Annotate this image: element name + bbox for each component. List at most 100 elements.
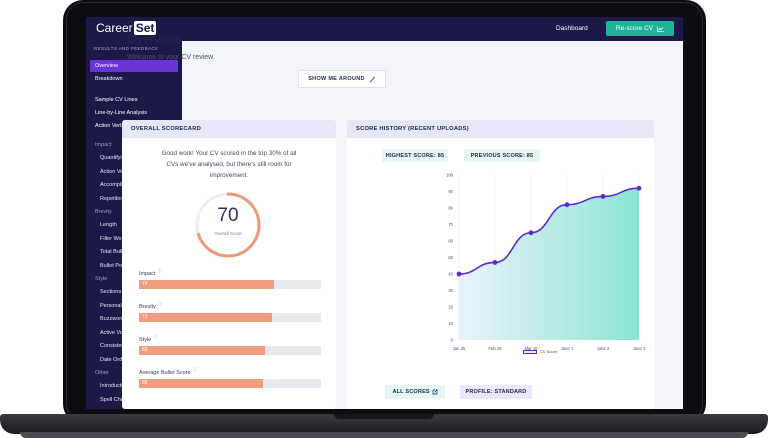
score-bar-track: 73 xyxy=(139,313,321,322)
legend-label: CV Score xyxy=(540,349,558,354)
highest-score-value: 85 xyxy=(437,152,445,159)
y-tick-label: 80 xyxy=(448,206,453,211)
logo-badge: Set xyxy=(133,21,157,35)
score-point xyxy=(564,202,570,208)
app-screen: Career Set Dashboard Re-score CV RESULTS … xyxy=(86,17,683,409)
y-tick-label: 0 xyxy=(451,338,454,343)
sidebar-subitem-label: Accomplishments xyxy=(100,182,143,188)
info-icon[interactable]: ⓘ xyxy=(157,301,163,306)
x-tick-label: Feb 28 xyxy=(488,346,502,351)
score-history-card: SCORE HISTORY (RECENT UPLOADS) HIGHEST S… xyxy=(347,120,654,409)
score-bar-track: 68 xyxy=(139,379,321,388)
score-bar-fill: 73 xyxy=(139,313,272,322)
sidebar-section-other: Other xyxy=(95,370,109,376)
rescore-cv-button[interactable]: Re-score CV xyxy=(606,21,674,36)
score-bar-label: Impactⓘ xyxy=(139,268,163,277)
score-point xyxy=(600,194,606,199)
magic-wand-icon xyxy=(369,76,375,82)
page-title: Overview xyxy=(127,32,181,46)
sidebar-subitem-label: Filler Words xyxy=(100,235,130,242)
sidebar-subitem-label: Active Voice xyxy=(100,329,130,336)
sidebar-section-brevity: Brevity xyxy=(95,209,112,215)
sidebar-link[interactable]: Line-by-Line Analysis xyxy=(95,110,147,116)
score-bar-fill: 69 xyxy=(139,346,265,355)
overall-score-value: 70 xyxy=(217,205,239,226)
external-link-icon xyxy=(432,389,438,395)
info-icon[interactable]: ⓘ xyxy=(157,268,163,273)
sidebar-subitem-label: Spell Check xyxy=(100,396,130,403)
top-bar: Career Set Dashboard Re-score CV xyxy=(86,17,683,41)
score-bar-label: Styleⓘ xyxy=(139,334,158,343)
y-tick-label: 50 xyxy=(448,255,453,260)
score-point xyxy=(636,185,642,191)
all-scores-label: ALL SCORES xyxy=(392,389,430,395)
y-tick-label: 40 xyxy=(448,272,453,277)
history-heading: SCORE HISTORY (RECENT UPLOADS) xyxy=(347,120,654,138)
dashboard-link[interactable]: Dashboard xyxy=(556,25,588,32)
overall-score-label: Overall Score xyxy=(214,231,242,236)
score-bar-fill: 68 xyxy=(139,379,263,388)
sidebar-subitem-label: Total Bullet Points xyxy=(100,249,144,255)
x-tick-label: June 3 xyxy=(633,346,646,351)
score-bar-label: Average Bullet Scoreⓘ xyxy=(139,367,198,376)
overall-score-gauge xyxy=(195,192,261,258)
score-area-fill xyxy=(459,188,639,340)
sidebar-section-impact: Impact xyxy=(95,142,112,148)
sidebar-subitem-label: Consistency xyxy=(100,343,130,349)
score-point xyxy=(492,260,498,265)
x-tick-label: June 1 xyxy=(561,346,574,351)
laptop-base xyxy=(0,414,768,434)
sidebar-title: RESULTS AND FEEDBACK xyxy=(94,46,159,51)
profile-standard-badge[interactable]: PROFILE: STANDARD xyxy=(460,385,532,399)
chart-legend: CV Score xyxy=(523,349,557,354)
x-tick-label: Mar 10 xyxy=(524,346,538,351)
y-tick-label: 90 xyxy=(448,189,453,194)
careerset-logo[interactable]: Career Set xyxy=(96,21,157,35)
score-bar-track: 74 xyxy=(139,280,321,289)
sidebar-item-breakdown[interactable]: Breakdown xyxy=(95,76,123,82)
score-history-chart: Jan 25 Feb 28 Mar 10 June 1 June 2 June 3 0 10 2… xyxy=(446,173,646,352)
overall-scorecard-card: OVERALL SCORECARD Good work! Your CV sco… xyxy=(122,120,336,409)
info-icon[interactable]: ⓘ xyxy=(192,367,198,372)
laptop-notch xyxy=(334,414,434,419)
sidebar-subitem-label: Action Verb Use xyxy=(100,168,140,175)
y-tick-label: 30 xyxy=(448,288,453,293)
y-tick-label: 70 xyxy=(448,222,453,227)
y-tick-label: 100 xyxy=(446,173,454,178)
score-bar-fill: 74 xyxy=(139,280,274,289)
info-icon[interactable]: ⓘ xyxy=(153,334,158,339)
show-me-around-button[interactable]: SHOW ME AROUND xyxy=(298,70,386,88)
scorecard-heading: OVERALL SCORECARD xyxy=(122,120,336,138)
sidebar-subitem-label: Date Order xyxy=(100,356,128,363)
chart-icon xyxy=(657,26,664,32)
all-scores-button[interactable]: ALL SCORES xyxy=(385,385,445,399)
previous-score-label: PREVIOUS SCORE: xyxy=(470,152,526,159)
sidebar-link[interactable]: Sample CV Lines xyxy=(95,97,138,103)
score-point xyxy=(528,230,534,236)
y-tick-label: 60 xyxy=(448,239,453,244)
rescore-label: Re-score CV xyxy=(615,25,654,32)
logo-text: Career xyxy=(96,21,133,35)
highest-score-label: HIGHEST SCORE: xyxy=(385,152,436,159)
x-tick-label: Jan 25 xyxy=(453,346,466,351)
score-bar-track: 69 xyxy=(139,346,321,355)
page-subtitle: Welcome to your CV review. xyxy=(127,54,215,61)
sidebar-subitem-label: Repetition xyxy=(100,195,125,202)
sidebar-item-overview[interactable]: Overview xyxy=(90,60,178,72)
highest-score-badge: HIGHEST SCORE: 85 xyxy=(382,149,448,162)
scorecard-message: Good work! Your CV scored in the top 30%… xyxy=(161,150,297,179)
sidebar-subitem-label: Length xyxy=(100,222,117,228)
y-tick-label: 10 xyxy=(448,321,453,326)
sidebar-link[interactable]: Action Verbs xyxy=(95,123,126,129)
score-bar-label: Brevityⓘ xyxy=(139,301,163,310)
previous-score-badge: PREVIOUS SCORE: 85 xyxy=(464,149,540,162)
sidebar-section-style: Style xyxy=(95,276,108,282)
show-me-label: SHOW ME AROUND xyxy=(308,76,365,82)
previous-score-value: 85 xyxy=(526,152,534,159)
legend-swatch xyxy=(523,349,537,354)
laptop-shadow xyxy=(20,432,748,438)
x-tick-label: June 2 xyxy=(597,346,610,351)
y-tick-label: 20 xyxy=(448,305,453,310)
sidebar-subitem-label: Sections xyxy=(100,289,122,295)
score-point xyxy=(456,271,462,277)
